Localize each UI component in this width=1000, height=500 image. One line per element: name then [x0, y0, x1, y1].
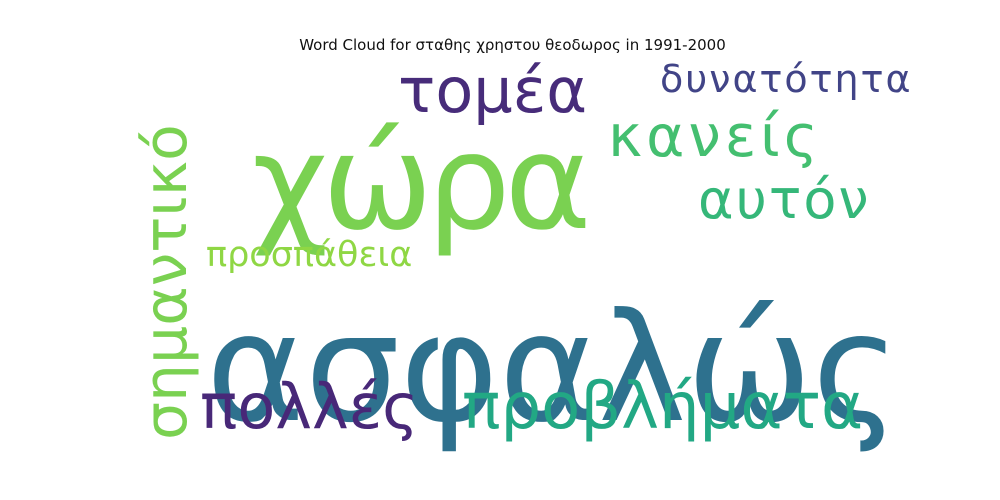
cloud-word: προβλήματα	[462, 370, 863, 444]
cloud-word: ασφαλώς	[206, 282, 900, 456]
cloud-word: κανείς	[608, 102, 822, 170]
cloud-word: δυνατότητα	[660, 57, 913, 101]
cloud-word: τομέα	[398, 54, 587, 127]
cloud-word: σημαντικό	[131, 124, 201, 440]
cloud-word: αυτόν	[698, 168, 871, 231]
cloud-word: χώρα	[252, 106, 586, 260]
cloud-word: προσπάθεια	[206, 235, 412, 275]
cloud-word: πολλές	[200, 370, 419, 443]
chart-title: Word Cloud for σταθης χρηστου θεοδωρος i…	[299, 36, 726, 54]
